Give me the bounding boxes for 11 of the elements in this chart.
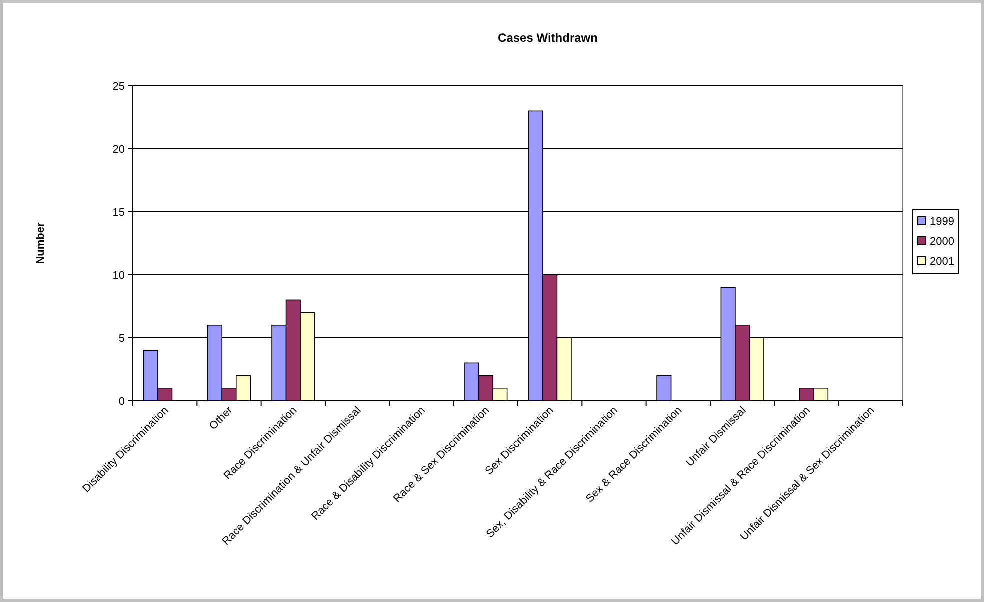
chart-title: Cases Withdrawn [498,31,598,45]
y-tick-label: 20 [112,144,125,156]
legend-label: 1999 [930,216,954,228]
y-tick-label: 5 [118,332,125,345]
legend-label: 2000 [930,236,954,248]
y-tick-label: 15 [112,206,125,219]
y-tick-label: 25 [112,80,125,93]
legend-label: 2001 [930,256,954,268]
y-tick-label: 10 [112,270,125,282]
y-tick-label: 0 [118,396,125,408]
y-axis-title: Number [35,222,47,264]
